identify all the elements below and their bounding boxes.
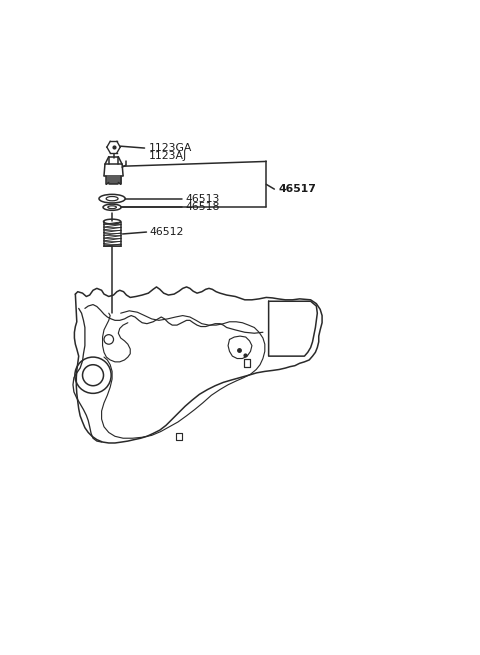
Text: 46517: 46517: [278, 184, 316, 194]
Text: 46513: 46513: [185, 194, 219, 204]
Text: 46512: 46512: [149, 227, 184, 237]
Text: 1123GA: 1123GA: [148, 143, 192, 153]
Text: 1123AJ: 1123AJ: [148, 151, 187, 160]
Text: 46518: 46518: [185, 202, 219, 212]
